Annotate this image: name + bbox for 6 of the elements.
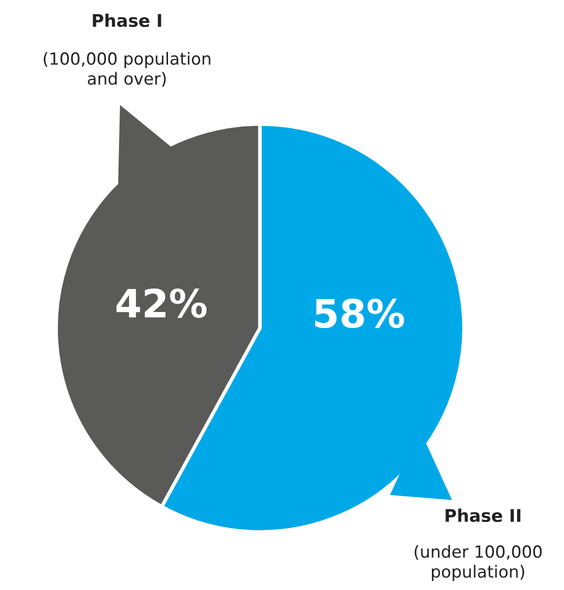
slice-label: Phase I [92,14,162,28]
slice-label: Phase II [446,508,520,522]
text: (100,000 population and over) [44,52,210,87]
data-label: 58% [315,298,404,328]
data-label: 42% [116,288,207,318]
text: (under 100,000 population) [414,544,542,582]
